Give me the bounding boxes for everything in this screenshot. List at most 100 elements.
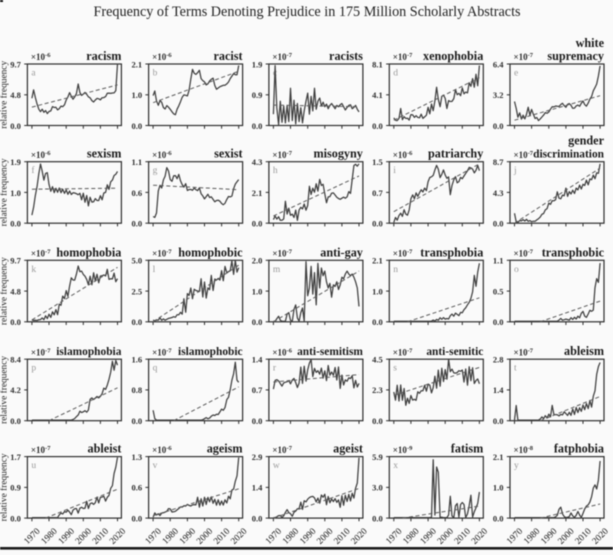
svg-text:t: t bbox=[514, 364, 517, 374]
svg-text:relative frequency: relative frequency bbox=[0, 453, 10, 521]
svg-text:4.2: 4.2 bbox=[10, 385, 21, 395]
svg-text:supremacy: supremacy bbox=[547, 49, 604, 63]
svg-text:v: v bbox=[153, 461, 158, 471]
svg-text:0.0: 0.0 bbox=[131, 219, 142, 229]
svg-text:1.0: 1.0 bbox=[252, 286, 263, 296]
svg-text:×10-6: ×10-6 bbox=[31, 150, 51, 160]
svg-text:1.0: 1.0 bbox=[372, 286, 383, 296]
svg-text:4.3: 4.3 bbox=[252, 157, 263, 167]
svg-text:anti-semitic: anti-semitic bbox=[426, 346, 483, 358]
svg-text:2.5: 2.5 bbox=[131, 286, 142, 296]
svg-text:homophobic: homophobic bbox=[178, 245, 243, 259]
svg-text:1.0: 1.0 bbox=[131, 90, 142, 100]
svg-text:1.1: 1.1 bbox=[131, 157, 142, 167]
svg-text:1.4: 1.4 bbox=[493, 385, 504, 395]
svg-text:sexism: sexism bbox=[87, 147, 122, 161]
svg-text:h: h bbox=[273, 166, 278, 176]
svg-text:0.0: 0.0 bbox=[252, 416, 263, 426]
svg-text:patriarchy: patriarchy bbox=[428, 147, 483, 161]
svg-text:2.1: 2.1 bbox=[372, 256, 383, 266]
svg-text:0.0: 0.0 bbox=[10, 219, 21, 229]
svg-text:0.7: 0.7 bbox=[252, 385, 263, 395]
svg-text:0.0: 0.0 bbox=[131, 121, 142, 131]
svg-text:0.0: 0.0 bbox=[131, 416, 142, 426]
svg-text:relative frequency: relative frequency bbox=[0, 158, 10, 226]
svg-text:5.0: 5.0 bbox=[131, 256, 142, 266]
svg-text:sexist: sexist bbox=[214, 147, 242, 161]
svg-text:0.9: 0.9 bbox=[10, 483, 21, 493]
svg-text:gender: gender bbox=[568, 134, 604, 148]
svg-text:0.0: 0.0 bbox=[131, 513, 142, 523]
svg-text:fatphobia: fatphobia bbox=[554, 442, 604, 456]
svg-text:relative frequency: relative frequency bbox=[0, 61, 10, 129]
svg-text:8.7: 8.7 bbox=[493, 157, 504, 167]
svg-text:1.7: 1.7 bbox=[10, 452, 21, 462]
svg-text:×10-6: ×10-6 bbox=[152, 445, 172, 455]
svg-text:×10-7: ×10-7 bbox=[272, 150, 292, 160]
svg-text:×10-6: ×10-6 bbox=[152, 52, 172, 62]
svg-text:homophobia: homophobia bbox=[56, 245, 121, 259]
svg-text:×10-7: ×10-7 bbox=[393, 347, 413, 357]
svg-text:0.0: 0.0 bbox=[372, 317, 383, 327]
svg-text:×10-6: ×10-6 bbox=[393, 150, 413, 160]
svg-text:1.9: 1.9 bbox=[10, 157, 21, 167]
svg-text:×10-6: ×10-6 bbox=[31, 52, 51, 62]
svg-text:0.0: 0.0 bbox=[493, 121, 504, 131]
svg-text:0.6: 0.6 bbox=[131, 483, 142, 493]
svg-text:transphobia: transphobia bbox=[420, 245, 483, 259]
svg-text:×10-7: ×10-7 bbox=[514, 52, 534, 62]
svg-text:×10-7: ×10-7 bbox=[152, 347, 172, 357]
svg-text:anti-gay: anti-gay bbox=[320, 245, 363, 259]
svg-text:4.8: 4.8 bbox=[10, 286, 21, 296]
svg-text:ageist: ageist bbox=[333, 442, 363, 456]
svg-text:ableist: ableist bbox=[88, 442, 122, 456]
svg-text:1.4: 1.4 bbox=[252, 483, 263, 493]
svg-text:0.0: 0.0 bbox=[493, 317, 504, 327]
svg-text:0.0: 0.0 bbox=[372, 513, 383, 523]
svg-text:d: d bbox=[393, 69, 398, 79]
svg-text:0.0: 0.0 bbox=[372, 416, 383, 426]
svg-text:1.4: 1.4 bbox=[252, 355, 263, 365]
svg-text:m: m bbox=[273, 265, 281, 275]
svg-text:0.7: 0.7 bbox=[372, 188, 383, 198]
svg-text:9.7: 9.7 bbox=[10, 256, 21, 266]
svg-text:0.0: 0.0 bbox=[493, 416, 504, 426]
svg-text:b: b bbox=[153, 69, 158, 79]
svg-text:p: p bbox=[31, 364, 36, 374]
svg-text:2.8: 2.8 bbox=[493, 355, 504, 365]
svg-text:×10-7: ×10-7 bbox=[31, 249, 51, 259]
svg-text:0.0: 0.0 bbox=[493, 513, 504, 523]
svg-text:3.0: 3.0 bbox=[372, 483, 383, 493]
svg-text:1.6: 1.6 bbox=[131, 355, 142, 365]
svg-text:0.0: 0.0 bbox=[252, 219, 263, 229]
svg-text:relative frequency: relative frequency bbox=[0, 356, 10, 424]
svg-text:×10-6: ×10-6 bbox=[152, 150, 172, 160]
svg-text:racism: racism bbox=[86, 49, 121, 63]
svg-text:1.3: 1.3 bbox=[131, 452, 142, 462]
svg-text:g: g bbox=[153, 166, 158, 176]
svg-text:f: f bbox=[31, 165, 35, 176]
svg-text:×10-7: ×10-7 bbox=[272, 445, 292, 455]
svg-text:8.1: 8.1 bbox=[372, 59, 383, 69]
svg-text:×10-7: ×10-7 bbox=[31, 347, 51, 357]
svg-text:y: y bbox=[514, 461, 519, 471]
svg-text:l: l bbox=[153, 265, 156, 275]
svg-text:e: e bbox=[514, 69, 518, 79]
svg-text:r: r bbox=[273, 364, 277, 374]
svg-text:ableism: ableism bbox=[564, 344, 604, 358]
svg-text:ageism: ageism bbox=[207, 442, 243, 456]
svg-text:o: o bbox=[514, 265, 519, 275]
svg-text:2.1: 2.1 bbox=[252, 188, 263, 198]
svg-text:×10-7: ×10-7 bbox=[514, 347, 534, 357]
svg-text:1.1: 1.1 bbox=[493, 256, 504, 266]
svg-text:8.4: 8.4 bbox=[10, 355, 21, 365]
svg-text:6.4: 6.4 bbox=[493, 59, 504, 69]
svg-text:0.8: 0.8 bbox=[131, 385, 142, 395]
svg-text:2.3: 2.3 bbox=[372, 385, 383, 395]
svg-text:racist: racist bbox=[213, 49, 242, 63]
svg-text:5.9: 5.9 bbox=[372, 452, 383, 462]
svg-text:2.1: 2.1 bbox=[493, 452, 504, 462]
svg-text:3.2: 3.2 bbox=[493, 90, 504, 100]
svg-text:×10-6: ×10-6 bbox=[272, 347, 292, 357]
svg-text:anti-semitism: anti-semitism bbox=[297, 346, 363, 358]
